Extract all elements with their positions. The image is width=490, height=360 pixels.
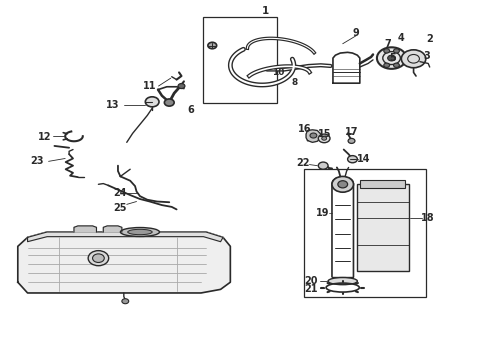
Text: 2: 2 [426,35,433,44]
Text: 8: 8 [291,78,297,87]
Polygon shape [74,226,97,232]
Circle shape [122,299,129,304]
Text: 20: 20 [305,276,318,286]
Bar [304,169,426,297]
Text: 18: 18 [421,213,435,222]
Text: 4: 4 [398,33,405,43]
Circle shape [164,99,174,106]
Text: 7: 7 [384,40,391,49]
Text: 23: 23 [30,156,44,166]
Text: 15: 15 [318,129,331,139]
Text: 3: 3 [423,51,430,61]
Ellipse shape [128,229,152,235]
Text: 11: 11 [143,81,156,91]
Polygon shape [18,232,230,293]
Text: 21: 21 [305,284,318,294]
Circle shape [338,181,347,188]
Circle shape [310,133,317,138]
Circle shape [332,176,353,192]
Circle shape [178,84,185,89]
Ellipse shape [88,251,109,266]
Text: 22: 22 [296,158,309,168]
Circle shape [208,42,217,49]
Text: 13: 13 [106,100,120,110]
Polygon shape [306,130,321,142]
Text: 1: 1 [262,6,269,16]
Text: 25: 25 [114,203,127,213]
Ellipse shape [93,254,104,262]
Polygon shape [103,226,122,232]
Circle shape [348,138,355,143]
Circle shape [401,50,426,68]
Polygon shape [27,232,223,242]
Text: 10: 10 [272,68,284,77]
Text: 14: 14 [357,154,370,164]
Circle shape [384,63,390,67]
Bar [360,180,405,188]
Ellipse shape [328,278,357,285]
Text: 9: 9 [352,28,359,38]
Text: 16: 16 [298,125,311,134]
Circle shape [377,47,406,69]
Circle shape [318,162,328,169]
Circle shape [393,63,399,67]
Text: 12: 12 [38,132,51,142]
Circle shape [146,97,159,107]
Circle shape [318,134,330,143]
Bar [203,17,277,103]
Circle shape [322,136,327,140]
Text: 5: 5 [389,53,396,63]
Circle shape [388,55,395,61]
Text: 17: 17 [345,127,358,137]
Text: 19: 19 [316,208,329,218]
Text: 24: 24 [114,188,127,198]
Ellipse shape [121,228,159,237]
Bar [357,184,409,271]
Text: 6: 6 [187,105,194,116]
Circle shape [347,156,357,163]
Circle shape [384,49,390,53]
Circle shape [393,49,399,53]
